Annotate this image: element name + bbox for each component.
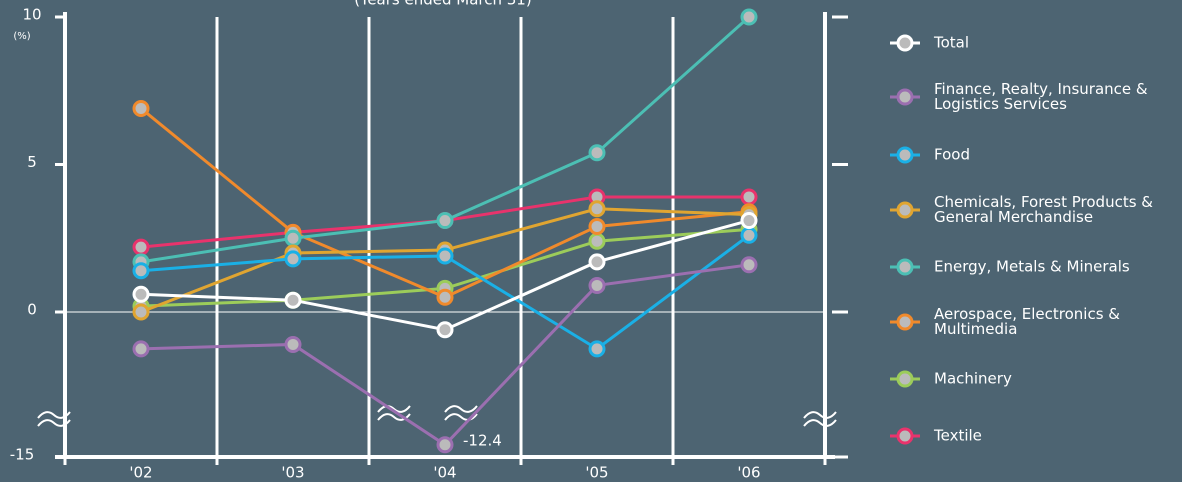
point [588,200,606,218]
point [132,99,150,117]
point [284,250,302,268]
point [588,217,606,235]
point [436,436,454,454]
break-marks [37,405,837,427]
x-tick-label: '04 [433,464,456,482]
legend-label: Chemicals, Forest Products & General Merc… [934,193,1153,226]
point [436,247,454,265]
legend-marker [896,146,914,164]
legend-label: Aerospace, Electronics & Multimedia [934,305,1120,338]
x-tick-label: '02 [129,464,152,482]
point [436,212,454,230]
legend-marker [896,258,914,276]
point [740,256,758,274]
chart-subtitle: (Years ended March 31) [354,0,531,9]
x-tick-label: '03 [281,464,304,482]
y-tick-label: 0 [27,301,37,319]
point [588,253,606,271]
series-line [140,107,750,299]
legend-label: Total [933,34,969,52]
point [132,285,150,303]
point [588,276,606,294]
legend-label: Energy, Metals & Minerals [934,258,1130,276]
point [740,212,758,230]
point [588,144,606,162]
y-tick-label: -15 [10,446,35,464]
legend-marker [896,427,914,445]
data-label: -12.4 [463,431,502,449]
point [588,340,606,358]
legend-label: Food [934,146,970,164]
legend-marker [896,201,914,219]
legend-marker [896,313,914,331]
point [284,335,302,353]
point [740,226,758,244]
point [132,340,150,358]
y-tick-label: 5 [27,153,37,171]
x-tick-label: '06 [737,464,760,482]
point [284,229,302,247]
x-tick-label: '05 [585,464,608,482]
point [132,238,150,256]
legend-label: Finance, Realty, Insurance & Logistics Se… [934,80,1148,113]
point [436,288,454,306]
legend-label: Textile [933,427,982,445]
point [284,291,302,309]
point [132,262,150,280]
y-tick-label: 10 [22,6,41,24]
point [436,321,454,339]
point [740,188,758,206]
legend-marker [896,88,914,106]
point [588,232,606,250]
y-unit: (%) [13,31,30,42]
point [132,303,150,321]
legend-marker [896,370,914,388]
legend-label: Machinery [934,370,1012,388]
legend-marker [896,34,914,52]
point [740,8,758,26]
